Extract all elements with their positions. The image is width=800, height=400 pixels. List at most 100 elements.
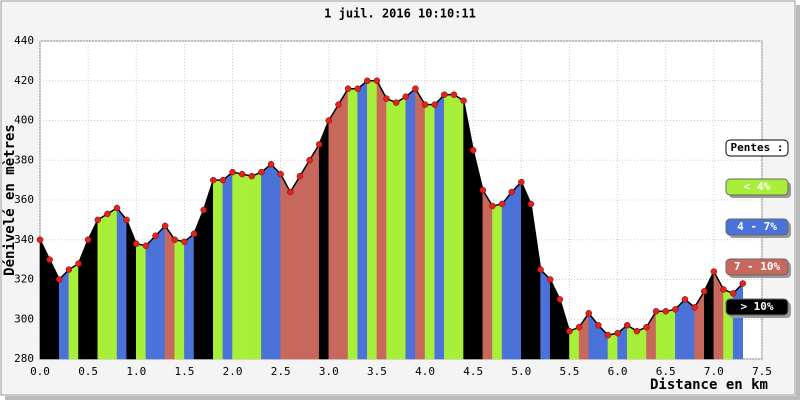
legend-swatch	[725, 298, 789, 316]
point	[479, 186, 487, 194]
point	[566, 327, 573, 335]
point	[431, 101, 438, 108]
point	[267, 160, 275, 168]
slope-segment	[68, 263, 79, 360]
x-tick-label: 4.5	[463, 365, 483, 378]
slope-segment	[309, 143, 320, 360]
point	[489, 202, 496, 210]
frame-shadow	[5, 396, 800, 400]
point	[460, 97, 467, 104]
slope-segment	[328, 103, 339, 360]
slope-segment	[136, 243, 147, 360]
x-tick-label: 1.0	[126, 365, 146, 378]
y-tick-label: 400	[14, 114, 34, 127]
point	[729, 290, 737, 297]
slope-segment	[395, 96, 407, 360]
legend-swatch	[725, 218, 789, 236]
slope-segment	[299, 159, 310, 360]
point	[662, 308, 669, 315]
point	[248, 172, 256, 180]
profile	[36, 77, 746, 360]
point	[720, 286, 727, 293]
point	[287, 188, 294, 196]
slope-segment	[290, 175, 301, 360]
slope-segment	[482, 189, 493, 360]
slope-segment	[665, 309, 676, 360]
point	[344, 85, 352, 92]
x-tick-label: 5.0	[511, 365, 531, 378]
point	[441, 91, 448, 98]
x-tick-label: 7.0	[704, 365, 724, 378]
point	[296, 172, 304, 180]
point	[36, 236, 44, 243]
x-tick-label: 7.5	[752, 365, 772, 378]
y-tick-label: 320	[14, 273, 34, 286]
slope-segment	[444, 94, 455, 360]
point	[652, 308, 660, 315]
slope-segment	[318, 120, 330, 360]
x-axis-label: Distance en km	[650, 377, 768, 393]
point	[142, 242, 150, 249]
point	[383, 95, 390, 102]
point	[123, 216, 130, 224]
slope-segment	[338, 87, 349, 360]
legend-label: < 4%	[744, 180, 771, 193]
point	[373, 77, 381, 84]
point	[113, 204, 121, 212]
point	[518, 178, 525, 186]
point	[65, 266, 73, 273]
slope-segment	[261, 163, 272, 360]
point	[258, 168, 265, 176]
point	[556, 296, 564, 303]
x-tick-label: 3.0	[319, 365, 339, 378]
point	[595, 321, 602, 329]
x-tick-label: 6.5	[656, 365, 676, 378]
slope-segment	[434, 94, 445, 360]
slope-segment	[59, 268, 70, 360]
point	[277, 170, 284, 178]
legend-title-box	[725, 139, 789, 157]
point	[335, 101, 342, 108]
y-tick-label: 360	[14, 193, 34, 206]
point	[238, 170, 246, 178]
point	[133, 240, 140, 247]
legend-label: > 10%	[740, 300, 773, 313]
slope-segment	[386, 98, 397, 360]
slope-segment	[501, 191, 512, 360]
point	[672, 306, 679, 313]
slope-segment	[155, 225, 166, 360]
y-tick-label: 340	[14, 233, 34, 246]
x-tick-label: 4.0	[415, 365, 435, 378]
point	[508, 188, 515, 196]
point	[575, 323, 583, 331]
point	[633, 327, 641, 335]
point	[152, 232, 159, 240]
point	[739, 280, 746, 287]
point	[643, 323, 650, 331]
slope-segment	[184, 233, 195, 360]
x-tick-label: 0.5	[78, 365, 98, 378]
x-tick-label: 3.5	[367, 365, 387, 378]
x-tick-label: 2.0	[223, 365, 243, 378]
point	[402, 93, 410, 100]
slope-segment	[232, 171, 243, 360]
point	[681, 296, 689, 303]
chart-title: 1 juil. 2016 10:10:11	[324, 7, 476, 21]
x-tick-label: 5.5	[560, 365, 580, 378]
slope-segment	[415, 87, 426, 360]
slope-segment	[241, 173, 253, 360]
slope-segment	[97, 213, 108, 360]
point	[421, 101, 429, 108]
slope-segment	[424, 104, 435, 360]
point	[190, 230, 198, 238]
y-tick-label: 380	[14, 153, 34, 166]
x-tick-label: 6.0	[608, 365, 628, 378]
y-tick-label: 280	[14, 352, 34, 365]
slope-segment	[107, 207, 118, 360]
point	[171, 236, 179, 243]
point	[710, 268, 718, 275]
x-tick-label: 2.5	[271, 365, 291, 378]
slope-segment	[453, 94, 464, 360]
y-axis-label: Dénivelé en mètres	[2, 124, 18, 276]
